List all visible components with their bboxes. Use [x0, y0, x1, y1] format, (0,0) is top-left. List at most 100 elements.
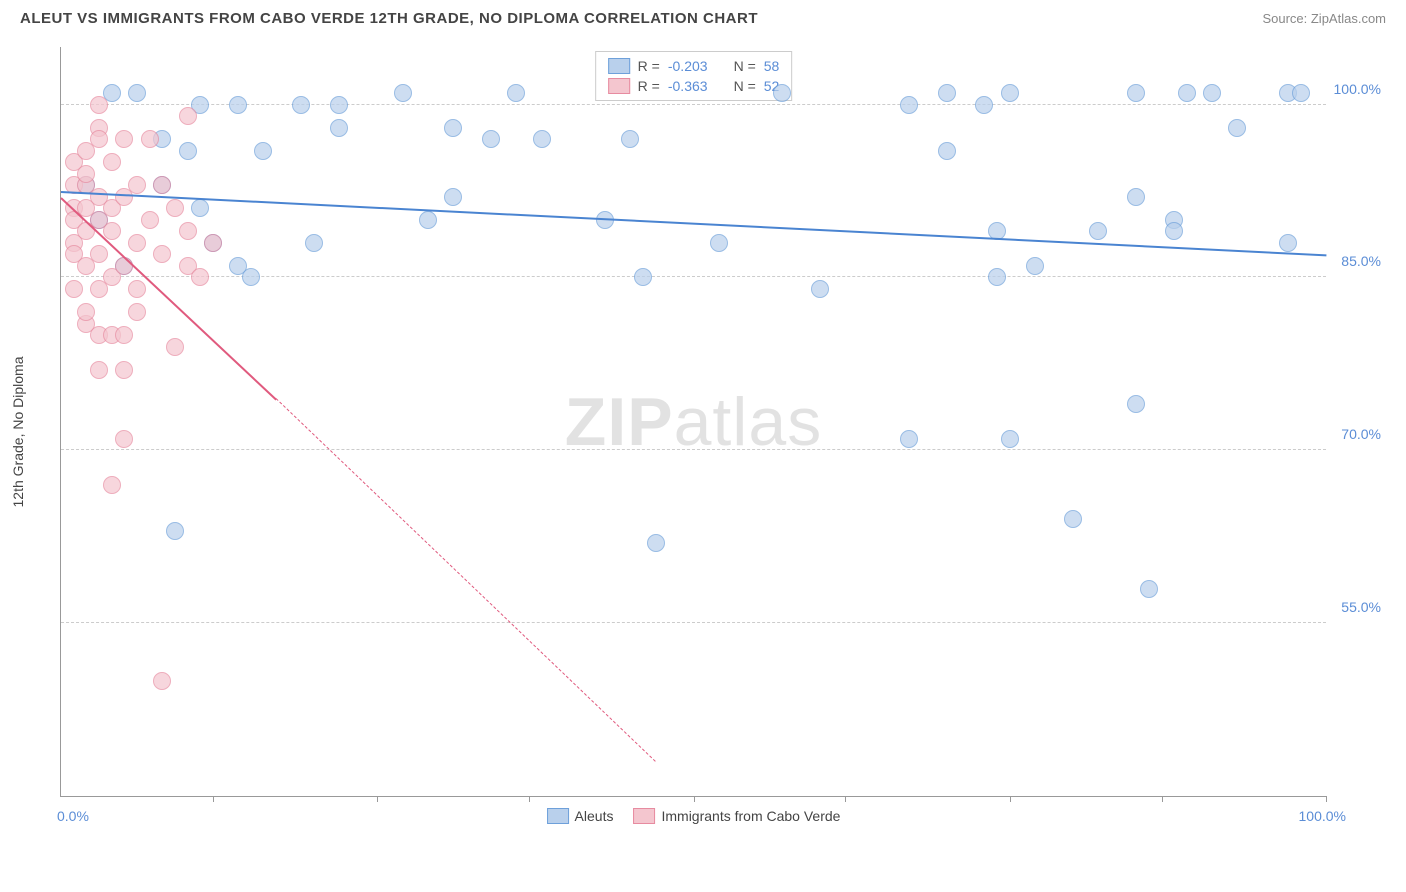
data-point: [128, 280, 146, 298]
data-point: [115, 257, 133, 275]
data-point: [1165, 222, 1183, 240]
data-point: [115, 326, 133, 344]
x-tick: [1326, 796, 1327, 802]
data-point: [811, 280, 829, 298]
data-point: [1001, 84, 1019, 102]
data-point: [533, 130, 551, 148]
data-point: [128, 234, 146, 252]
data-point: [938, 142, 956, 160]
n-value: 58: [764, 58, 780, 74]
data-point: [141, 130, 159, 148]
data-point: [900, 96, 918, 114]
data-point: [90, 130, 108, 148]
x-tick: [694, 796, 695, 802]
data-point: [1228, 119, 1246, 137]
r-label: R =: [638, 58, 660, 74]
data-point: [394, 84, 412, 102]
data-point: [153, 245, 171, 263]
gridline: [61, 104, 1326, 105]
gridline: [61, 449, 1326, 450]
data-point: [1026, 257, 1044, 275]
data-point: [65, 280, 83, 298]
data-point: [330, 119, 348, 137]
gridline: [61, 622, 1326, 623]
data-point: [330, 96, 348, 114]
data-point: [77, 165, 95, 183]
data-point: [1203, 84, 1221, 102]
y-tick-label: 70.0%: [1341, 426, 1381, 442]
data-point: [419, 211, 437, 229]
legend-stats: R =-0.203N =58R =-0.363N =52: [595, 51, 793, 101]
data-point: [204, 234, 222, 252]
y-axis-label: 12th Grade, No Diploma: [10, 357, 26, 508]
chart-title: ALEUT VS IMMIGRANTS FROM CABO VERDE 12TH…: [20, 10, 758, 27]
x-tick: [377, 796, 378, 802]
swatch-cabo-verde: [633, 808, 655, 824]
data-point: [1127, 395, 1145, 413]
data-point: [1089, 222, 1107, 240]
data-point: [647, 534, 665, 552]
data-point: [1279, 234, 1297, 252]
data-point: [153, 176, 171, 194]
data-point: [1064, 510, 1082, 528]
plot-area: ZIPatlas R =-0.203N =58R =-0.363N =52 0.…: [60, 47, 1326, 797]
y-tick-label: 55.0%: [1341, 599, 1381, 615]
data-point: [507, 84, 525, 102]
data-point: [444, 119, 462, 137]
watermark-bold: ZIP: [565, 384, 674, 460]
data-point: [900, 430, 918, 448]
trend-line-dashed: [276, 399, 656, 763]
data-point: [482, 130, 500, 148]
x-tick: [845, 796, 846, 802]
data-point: [1127, 188, 1145, 206]
r-value: -0.363: [668, 78, 708, 94]
data-point: [115, 130, 133, 148]
data-point: [621, 130, 639, 148]
y-tick-label: 100.0%: [1334, 81, 1381, 97]
data-point: [634, 268, 652, 286]
legend-stat-row: R = -0.203 N = 58: [608, 56, 780, 76]
data-point: [305, 234, 323, 252]
data-point: [1001, 430, 1019, 448]
data-point: [115, 361, 133, 379]
data-point: [229, 96, 247, 114]
chart-header: ALEUT VS IMMIGRANTS FROM CABO VERDE 12TH…: [0, 0, 1406, 37]
legend-item-aleuts: Aleuts: [547, 808, 614, 824]
data-point: [103, 476, 121, 494]
legend-stat-row: R =-0.363N =52: [608, 76, 780, 96]
data-point: [292, 96, 310, 114]
data-point: [90, 96, 108, 114]
data-point: [128, 176, 146, 194]
data-point: [1140, 580, 1158, 598]
chart-container: 12th Grade, No Diploma ZIPatlas R =-0.20…: [50, 37, 1386, 827]
x-tick: [529, 796, 530, 802]
x-axis-min-label: 0.0%: [57, 808, 89, 824]
data-point: [141, 211, 159, 229]
swatch-icon: [608, 78, 630, 94]
data-point: [938, 84, 956, 102]
data-point: [90, 245, 108, 263]
data-point: [128, 303, 146, 321]
legend-item-cabo-verde: Immigrants from Cabo Verde: [633, 808, 840, 824]
source-label: Source: ZipAtlas.com: [1262, 11, 1386, 26]
data-point: [90, 361, 108, 379]
r-value: -0.203: [668, 58, 708, 74]
data-point: [179, 107, 197, 125]
data-point: [166, 338, 184, 356]
n-label: N =: [734, 58, 756, 74]
data-point: [103, 153, 121, 171]
data-point: [1178, 84, 1196, 102]
x-tick: [1010, 796, 1011, 802]
data-point: [191, 268, 209, 286]
data-point: [975, 96, 993, 114]
data-point: [179, 142, 197, 160]
legend-label-aleuts: Aleuts: [575, 808, 614, 824]
r-label: R =: [638, 78, 660, 94]
data-point: [166, 522, 184, 540]
y-tick-label: 85.0%: [1341, 253, 1381, 269]
data-point: [1292, 84, 1310, 102]
data-point: [153, 672, 171, 690]
x-tick: [1162, 796, 1163, 802]
data-point: [166, 199, 184, 217]
data-point: [254, 142, 272, 160]
